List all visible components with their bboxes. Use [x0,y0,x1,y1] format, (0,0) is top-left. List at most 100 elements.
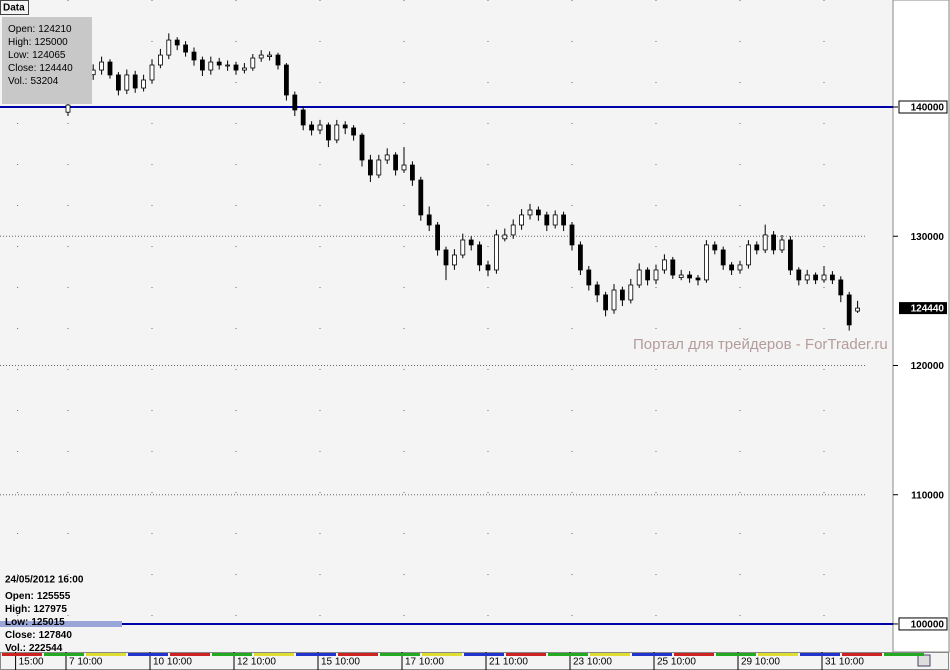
info-value: 124065 [32,50,66,61]
candle-body [359,134,365,161]
candle-body [846,294,852,326]
info-line: Open: 124210 [8,24,72,35]
candle-body [65,104,71,113]
candle-body [376,159,382,176]
candle-body [468,239,474,246]
candle-body [830,274,835,281]
candle-body [493,234,499,271]
x-tick-label: 10 10:00 [153,657,192,668]
info-value: 124210 [38,24,72,35]
session-strip [2,653,42,656]
candle-body [199,59,205,71]
candle-body [241,67,247,71]
x-tick-label: 31 10:00 [825,657,864,668]
y-tick-label: 140000 [911,103,945,114]
candle-body [779,239,785,251]
candle-body [132,74,138,89]
info-date: 24/05/2012 16:00 [5,575,84,586]
candle-body [99,61,104,71]
candle-body [141,79,147,89]
info-box [2,17,92,104]
x-tick-label: 21 10:00 [489,657,528,668]
candle-body [855,307,860,312]
scroll-button[interactable] [917,654,931,667]
session-strip [212,653,252,656]
candle-body [258,54,264,59]
info-line: Low: 125015 [5,617,65,628]
session-strip [590,653,630,656]
plot [0,0,948,652]
candle-body [544,214,550,226]
candle-body [653,269,659,281]
candle-body [384,154,390,161]
x-tick-label: 23 10:00 [573,657,612,668]
candle-body [166,39,172,56]
candle-body [426,214,432,226]
candle-body [578,244,583,271]
candle-body [216,61,222,66]
candle-body [695,277,701,281]
info-line: Close: 127840 [5,630,72,641]
info-line: Vol.: 222544 [5,643,63,654]
candle-body [275,54,281,66]
info-label: High: [8,37,31,48]
candle-body [409,164,415,181]
candle-body [569,224,575,246]
candle-body [107,61,113,76]
candle-body [628,284,634,301]
session-strip [128,653,168,656]
candle-body [250,57,256,69]
candle-body [636,269,642,286]
session-strip [338,653,378,656]
candle-body [804,274,810,281]
info-value: 125000 [34,37,68,48]
session-strip [254,653,294,656]
candle-body [309,124,315,131]
x-tick-label: 29 10:00 [741,657,780,668]
info-line: High: 125000 [8,37,68,48]
candle-body [821,274,827,281]
session-strip [422,653,462,656]
candle-body [687,274,692,279]
candle-body [720,249,726,266]
candle-body [502,234,508,240]
candle-body [611,289,617,311]
info-label: Close: [5,630,36,641]
candle-body [233,64,239,71]
x-tick-label: 15:00 [19,657,44,668]
level-box [898,100,948,114]
level-box [898,617,948,631]
candle-body [124,74,130,91]
candle-body [620,289,625,301]
candle-body [510,224,516,236]
x-tick-label: 7 10:00 [69,657,103,668]
candle-body [645,269,650,281]
x-tick-label: 12 10:00 [237,657,276,668]
candle-body [208,61,214,71]
candle-body [678,274,684,279]
candle-body [157,54,163,66]
info-label: Open: [8,24,35,35]
candle-body [183,44,189,53]
y-tick-label: 130000 [911,232,945,243]
info-value: 124440 [39,63,73,74]
session-strip [548,653,588,656]
candle-body [174,39,180,46]
y-tick-label: 100000 [911,620,945,631]
candle-body [586,269,592,286]
candle-body [536,209,541,216]
info-highlight [0,621,122,627]
candle-body [418,179,424,216]
price-axis [892,0,950,653]
candle-body [796,269,802,281]
info-value: 53204 [30,76,58,87]
candle-body [813,274,818,281]
candle-body [325,124,331,141]
candle-body [401,164,407,171]
candle-body [527,209,533,216]
candle-body [552,214,558,226]
session-strip [842,653,882,656]
session-strip [380,653,420,656]
